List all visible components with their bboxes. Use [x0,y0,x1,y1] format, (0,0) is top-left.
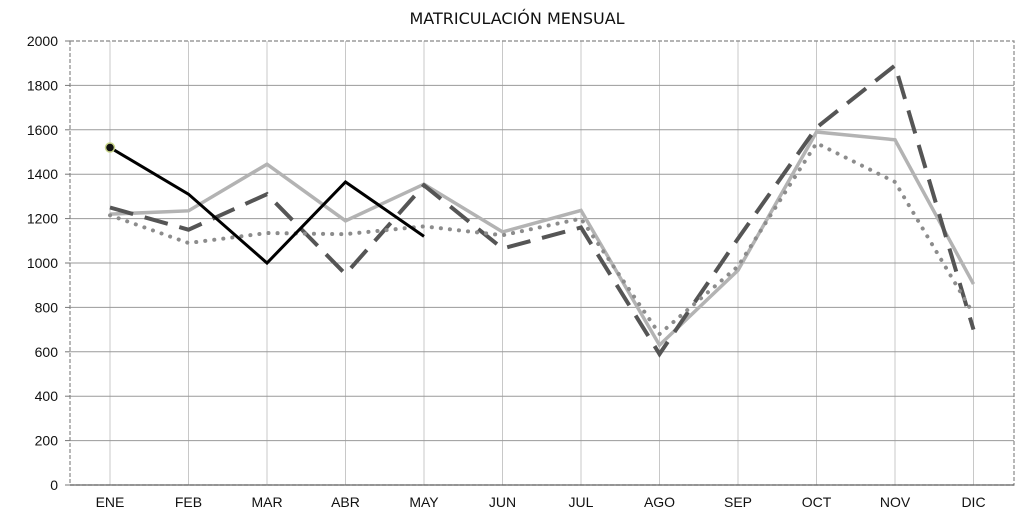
x-tick-label: JUL [569,494,594,510]
series-line-solid-light [109,130,976,348]
x-tick-label: MAY [409,494,439,510]
y-tick-label: 1000 [27,255,58,271]
grid [69,40,1015,486]
y-tick-label: 800 [35,299,59,315]
x-tick-label: FEB [175,494,202,510]
y-tick-label: 1200 [27,211,58,227]
x-tick-label: DIC [961,494,985,510]
series-line-dotted [108,140,976,338]
y-tick-label: 600 [35,344,59,360]
x-tick-label: MAR [251,494,282,510]
y-axis: 0 200 400 600 800 1000 1200 1400 1600 1800 2000 [27,33,70,493]
y-tick-label: 1600 [27,122,58,138]
chart-title: MATRICULACIÓN MENSUAL [409,9,624,28]
series-group [104,62,976,358]
y-tick-label: 2000 [27,33,58,49]
x-tick-label: ENE [96,494,125,510]
x-tick-label: JUN [489,494,516,510]
y-tick-label: 0 [50,477,58,493]
series-marker [104,142,116,153]
y-tick-label: 1800 [27,77,58,93]
y-tick-label: 400 [35,388,59,404]
y-tick-label: 200 [35,433,59,449]
y-tick-label: 1400 [27,166,58,182]
series-line-dashed [109,62,976,358]
x-tick-label: ABR [331,494,360,510]
x-tick-label: OCT [802,494,832,510]
x-tick-label: AGO [644,494,675,510]
x-tick-label: NOV [880,494,911,510]
x-axis: ENE FEB MAR ABR MAY JUN JUL AGO SEP OCT NOV DIC [96,494,986,510]
x-tick-label: SEP [724,494,752,510]
